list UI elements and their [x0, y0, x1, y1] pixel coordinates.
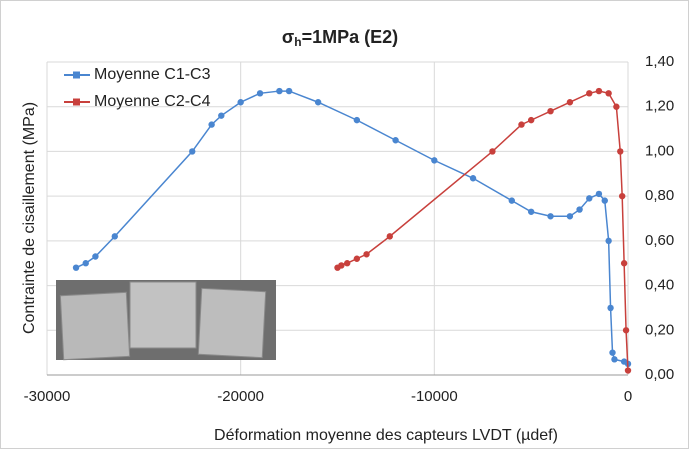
y-tick-label: 0,60 [645, 232, 674, 249]
y-tick-label: 1,40 [645, 53, 674, 70]
chart-title: σh=1MPa (E2) [282, 27, 398, 49]
x-tick-label: -10000 [411, 388, 458, 405]
data-point [617, 148, 624, 155]
data-point [595, 87, 603, 95]
data-point [586, 195, 593, 202]
data-point [189, 148, 196, 155]
x-tick-label: -20000 [217, 388, 264, 405]
data-point [363, 251, 370, 258]
data-point [276, 87, 283, 95]
y-tick-label: 1,00 [645, 142, 674, 159]
x-axis-label: Déformation moyenne des capteurs LVDT (µ… [214, 427, 558, 444]
data-point [208, 121, 215, 128]
data-point [618, 192, 626, 200]
data-point [489, 148, 496, 155]
data-point [607, 304, 614, 312]
data-point [392, 137, 399, 144]
legend-marker [73, 98, 80, 106]
legend-label: Moyenne C1-C3 [94, 66, 211, 83]
data-point [624, 367, 632, 374]
title-symbol: σ [282, 27, 294, 47]
data-point [353, 255, 361, 262]
data-point [343, 260, 351, 267]
legend: Moyenne C1-C3 Moyenne C2-C4 [64, 66, 211, 110]
data-point [386, 233, 393, 240]
y-tick-label: 0,20 [645, 321, 674, 338]
data-point [622, 327, 630, 334]
title-subscript: h [294, 35, 301, 49]
legend-label: Moyenne C2-C4 [94, 93, 211, 110]
data-point [566, 213, 574, 220]
y-tick-label: 0,80 [645, 187, 674, 204]
data-point [601, 197, 608, 204]
data-point [609, 349, 616, 356]
data-point [611, 356, 618, 363]
data-point [111, 233, 118, 240]
data-point [338, 262, 345, 269]
data-point [237, 99, 244, 106]
specimen-photo [56, 280, 276, 361]
data-point [431, 157, 438, 164]
data-point [527, 208, 535, 215]
data-point [82, 260, 89, 267]
x-tick-label: -30000 [24, 388, 71, 405]
y-tick-label: 1,20 [645, 98, 674, 115]
data-point [547, 213, 554, 220]
data-point [353, 116, 361, 124]
legend-marker [73, 71, 80, 79]
data-point [586, 90, 593, 97]
data-point [527, 116, 535, 124]
data-point [92, 253, 99, 260]
data-point [508, 197, 515, 204]
data-point [547, 107, 554, 115]
data-point [576, 206, 583, 213]
title-rest: =1MPa (E2) [302, 27, 399, 47]
x-tick-label: 0 [624, 388, 632, 405]
data-point [285, 87, 293, 95]
data-point [595, 190, 603, 198]
data-point [72, 264, 80, 271]
y-tick-label: 0,00 [645, 366, 674, 383]
data-point [314, 99, 322, 106]
series-line [75, 90, 629, 365]
data-point [469, 175, 477, 182]
y-tick-label: 0,40 [645, 277, 674, 294]
data-point [218, 112, 225, 119]
data-point [605, 90, 612, 97]
data-point [620, 260, 628, 267]
y-axis-label: Contrainte de cisaillement (MPa) [21, 102, 38, 334]
data-point [605, 237, 612, 245]
data-point [256, 90, 264, 97]
data-point [518, 121, 525, 128]
data-point [566, 99, 574, 106]
data-point [613, 103, 620, 110]
